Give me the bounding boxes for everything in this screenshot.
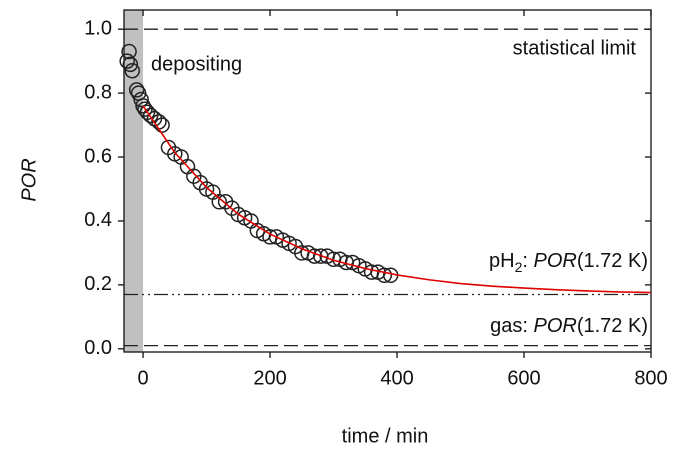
x-tick-label: 800 — [634, 367, 667, 389]
annotation: pH2: POR(1.72 K) — [489, 250, 648, 274]
data-point — [376, 267, 393, 284]
y-axis-label: POR — [18, 158, 40, 201]
x-tick-label: 600 — [507, 367, 540, 389]
annotation-part: (1.72 K) — [577, 250, 648, 272]
annotation: statistical limit — [513, 37, 637, 59]
x-axis-label: time / min — [342, 425, 429, 447]
annotation-part: : — [522, 250, 533, 272]
annotation-part: (1.72 K) — [577, 315, 648, 337]
data-point — [121, 43, 137, 60]
y-tick-label: 0.2 — [84, 273, 112, 295]
data-point — [128, 82, 145, 98]
plot-frame — [123, 9, 652, 353]
shaded-region — [124, 10, 144, 352]
data-point — [119, 53, 135, 69]
y-tick-label: 0.6 — [84, 145, 112, 167]
annotation-part: 2 — [515, 259, 523, 275]
y-tick-label: 0.0 — [84, 337, 112, 359]
fit-line — [142, 105, 652, 294]
annotation-part: POR — [534, 250, 577, 272]
y-tick-label: 0.8 — [84, 81, 112, 103]
y-tick-label: 1.0 — [84, 17, 112, 39]
x-tick-label: 400 — [380, 367, 413, 389]
annotation-part: gas: — [490, 315, 533, 337]
annotation-part: POR — [534, 315, 577, 337]
data-point — [124, 62, 141, 79]
annotation-part: pH — [489, 250, 515, 272]
y-tick-label: 0.4 — [84, 209, 112, 231]
data-point — [154, 117, 170, 133]
annotation: gas: POR(1.72 K) — [490, 315, 648, 337]
data-point — [133, 91, 149, 108]
x-tick-label: 200 — [253, 367, 286, 389]
annotation: depositing — [151, 53, 242, 75]
data-point — [122, 56, 139, 73]
data-point — [211, 194, 227, 210]
x-tick-label: 0 — [137, 367, 148, 389]
